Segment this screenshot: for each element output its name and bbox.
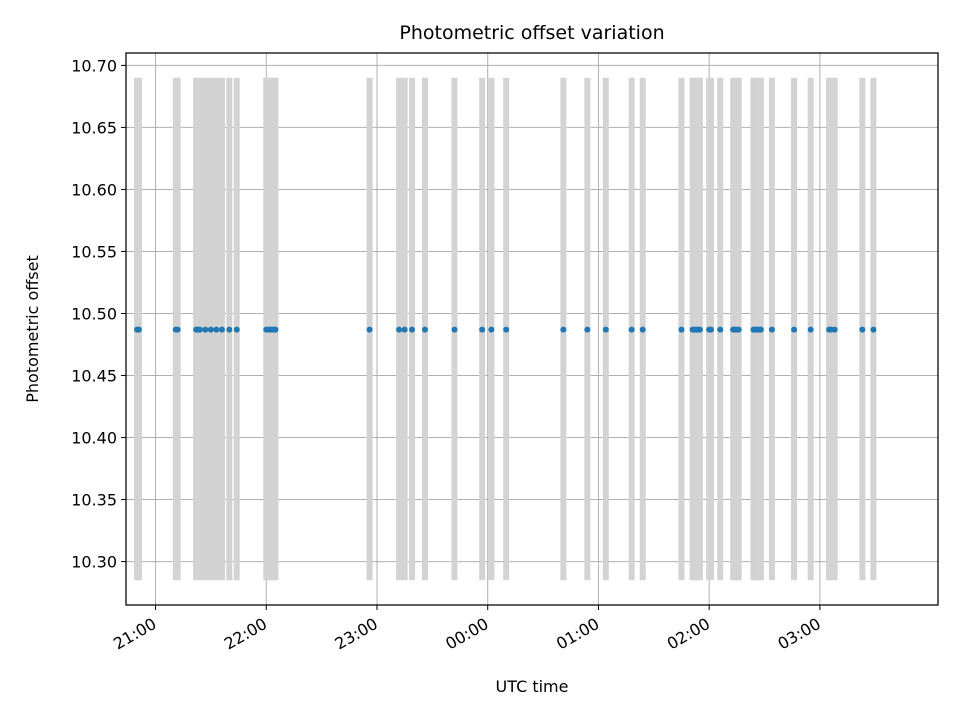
- offset-point: [870, 326, 877, 333]
- offset-point: [735, 326, 742, 333]
- y-tick-label: 10.30: [71, 553, 117, 572]
- offset-point: [451, 326, 458, 333]
- offset-point: [401, 326, 408, 333]
- offset-point: [479, 326, 486, 333]
- offset-point: [409, 326, 416, 333]
- offset-point: [503, 326, 510, 333]
- y-axis-ticks: 10.30 10.35 10.40 10.45 10.50 10.55 10.60 10.65…: [71, 56, 126, 572]
- offset-point: [560, 326, 567, 333]
- offset-point: [859, 326, 866, 333]
- x-axis-title: UTC time: [496, 677, 569, 696]
- offset-point: [768, 326, 775, 333]
- chart-title: Photometric offset variation: [399, 22, 664, 44]
- y-tick-label: 10.40: [71, 429, 117, 448]
- y-tick-label: 10.60: [71, 180, 117, 199]
- offset-point: [174, 326, 181, 333]
- offset-point: [202, 326, 209, 333]
- offset-point: [135, 326, 142, 333]
- offset-point: [708, 326, 715, 333]
- offset-point: [421, 326, 428, 333]
- y-tick-label: 10.45: [71, 367, 117, 386]
- offset-point: [396, 326, 403, 333]
- offset-point: [207, 326, 214, 333]
- offset-point: [196, 326, 203, 333]
- offset-point: [807, 326, 814, 333]
- offset-point: [233, 326, 240, 333]
- offset-point: [696, 326, 703, 333]
- offset-point: [366, 326, 373, 333]
- offset-point: [226, 326, 233, 333]
- offset-point: [791, 326, 798, 333]
- offset-points: [134, 326, 877, 333]
- y-tick-label: 10.70: [71, 56, 117, 75]
- offset-point: [488, 326, 495, 333]
- y-axis-title: Photometric offset: [23, 255, 42, 403]
- offset-point: [218, 326, 225, 333]
- offset-point: [717, 326, 724, 333]
- y-tick-label: 10.50: [71, 304, 117, 323]
- offset-point: [757, 326, 764, 333]
- offset-point: [639, 326, 646, 333]
- y-tick-label: 10.65: [71, 118, 117, 137]
- offset-point: [584, 326, 591, 333]
- offset-point: [628, 326, 635, 333]
- offset-point: [602, 326, 609, 333]
- plot-frame: [125, 52, 939, 606]
- offset-point: [272, 326, 279, 333]
- offset-point: [213, 326, 220, 333]
- y-tick-label: 10.55: [71, 242, 117, 261]
- offset-point: [678, 326, 685, 333]
- offset-point: [831, 326, 838, 333]
- y-tick-label: 10.35: [71, 491, 117, 510]
- grid-lines: [126, 53, 938, 605]
